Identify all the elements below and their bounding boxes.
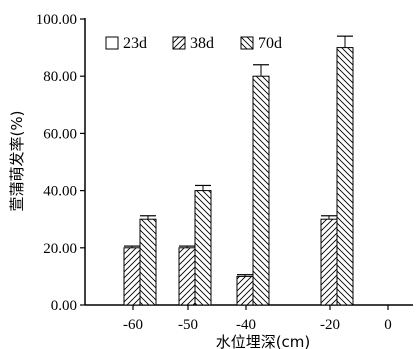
legend-swatch-70d: [240, 36, 254, 50]
y-tick-label: 0.00: [51, 298, 77, 314]
bar-38d--50: [178, 247, 196, 306]
y-tick-label: 60.00: [43, 126, 77, 142]
x-tick-label: -20: [320, 317, 340, 333]
x-ticks: -60 -50 -40 -20 0: [123, 305, 392, 333]
x-tick-label: -50: [178, 317, 198, 333]
bar-70d--40: [252, 75, 270, 306]
y-tick-label: 100.00: [36, 12, 77, 28]
legend-label-38d: 38d: [190, 35, 214, 52]
x-tick-label: -40: [236, 317, 256, 333]
x-tick-label: 0: [384, 317, 392, 333]
bar-70d--50: [194, 190, 212, 306]
legend-label-23d: 23d: [123, 35, 147, 52]
y-ticks: 0.00 20.00 40.00 60.00 80.00 100.00: [36, 12, 85, 314]
legend: 23d 38d 70d: [105, 35, 282, 52]
bars: [123, 35, 354, 306]
bar-70d--20: [336, 47, 354, 306]
y-tick-label: 40.00: [43, 184, 77, 200]
plot-area: 0.00 20.00 40.00 60.00 80.00 100.00 -60 -50 -40…: [36, 12, 413, 333]
x-axis-title: 水位埋深(cm): [216, 333, 311, 349]
legend-swatch-23d: [105, 36, 119, 50]
legend-label-70d: 70d: [258, 35, 282, 52]
bar-38d--60: [123, 247, 141, 306]
y-tick-label: 20.00: [43, 241, 77, 257]
y-tick-label: 80.00: [43, 69, 77, 85]
bar-38d--20: [320, 218, 338, 306]
legend-swatch-38d: [172, 36, 186, 50]
y-axis-title: 萱蒲萌发率(%): [8, 111, 26, 212]
x-tick-label: -60: [123, 317, 143, 333]
bar-38d--40: [236, 275, 254, 306]
bar-70d--60: [139, 218, 157, 306]
